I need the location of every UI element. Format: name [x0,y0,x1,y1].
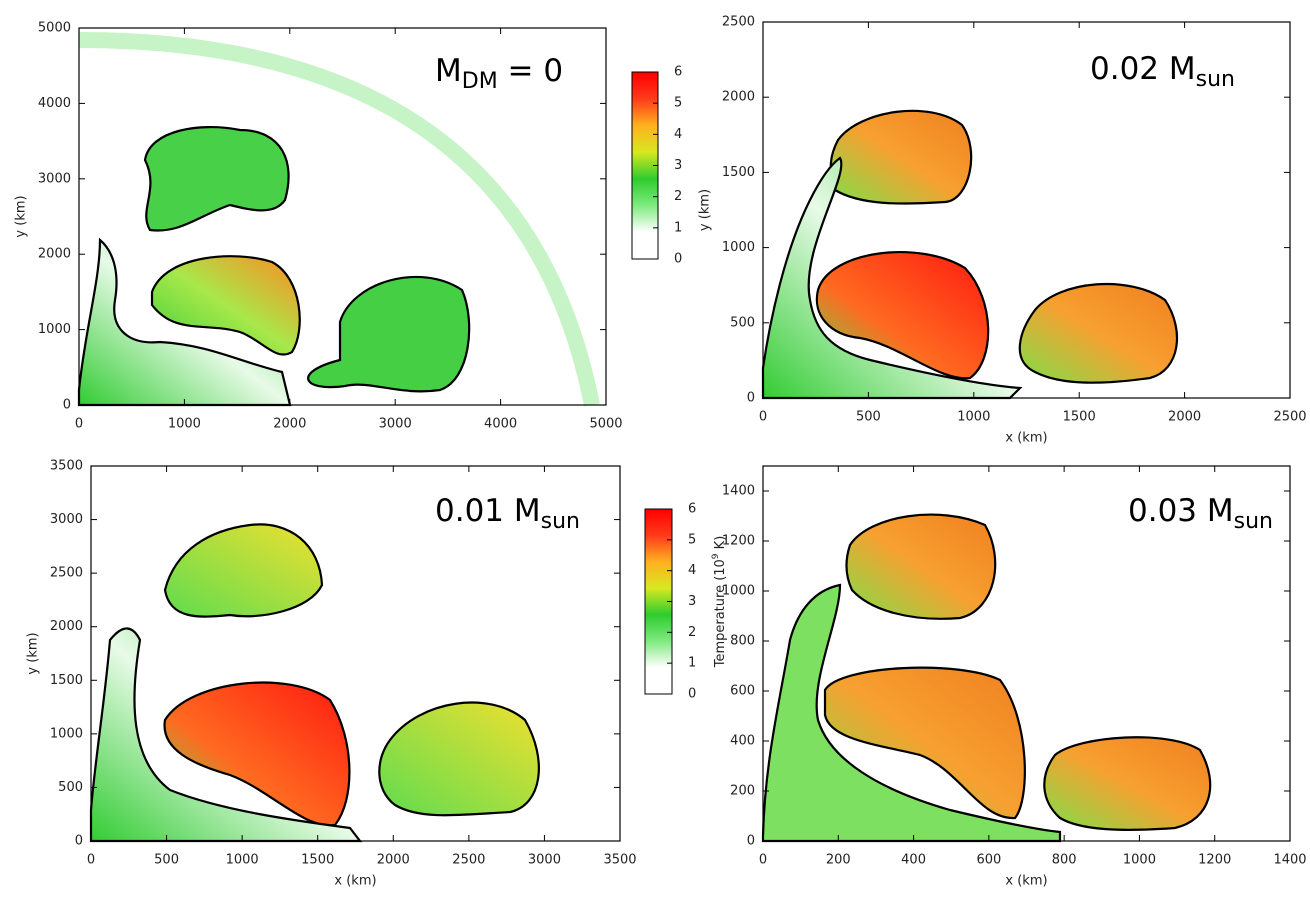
x-tick-label: 3000 [379,417,412,432]
y-tick-label: 0 [747,391,755,406]
y-tick-label: 1500 [722,165,755,180]
annotation-rest: = 0 [498,53,563,89]
y-tick-label: 3000 [38,171,71,186]
y-tick-label: 2500 [50,566,83,581]
y-tick-label: 1000 [50,726,83,741]
x-tick-label: 0 [759,853,767,868]
annotation-sub: sun [1234,509,1273,534]
annotation-main: 0.02 M [1090,51,1196,87]
x-tick-label: 1000 [226,853,259,868]
y-tick-label: 5000 [38,21,71,36]
y-tick-label: 2000 [722,90,755,105]
colorbar-label-rest: K) [713,536,728,554]
y-tick-label: 200 [730,784,755,799]
x-tick-label: 200 [826,853,851,868]
colorbar-tick-label: 5 [674,96,682,111]
colorbar-tick-label: 4 [688,563,696,578]
y-tick-label: 500 [730,315,755,330]
x-tick-label: 600 [976,853,1001,868]
x-tick-label: 1200 [1198,853,1231,868]
x-tick-label: 2000 [1168,410,1201,425]
y-tick-label: 3000 [50,512,83,527]
y-tick-label: 1000 [38,322,71,337]
x-tick-label: 0 [75,417,83,432]
x-tick-label: 800 [1052,853,1077,868]
x-tick-label: 1500 [301,853,334,868]
colorbar-label-sup: 9 [711,553,721,559]
x-tick-label: 0 [87,853,95,868]
y-axis-label: y (km) [14,195,29,237]
colorbar-tick-label: 1 [688,656,696,671]
y-tick-label: 1000 [722,240,755,255]
x-tick-label: 3000 [528,853,561,868]
colorbar-tick-label: 3 [688,594,696,609]
y-tick-label: 4000 [38,96,71,111]
x-tick-label: 1000 [168,417,201,432]
x-tick-label: 400 [901,853,926,868]
colorbar-label-text: Temperature (10 [713,559,728,668]
y-tick-label: 1400 [722,484,755,499]
colorbar-tick-label: 5 [688,532,696,547]
x-tick-label: 2000 [377,853,410,868]
y-tick-label: 800 [730,634,755,649]
x-axis-label: x (km) [334,874,376,889]
x-axis-label: x (km) [1005,431,1047,446]
y-tick-label: 2500 [722,15,755,30]
y-axis-label: y (km) [698,189,713,231]
colorbar-tick-label: 2 [674,189,682,204]
y-tick-label: 500 [58,780,83,795]
colorbar-tick-label: 6 [674,65,682,80]
colorbar-tick-label: 0 [674,252,682,267]
colorbar-tick-label: 4 [674,127,682,142]
annotation-sub: DM [462,69,498,94]
plot-frame [762,21,1291,399]
y-tick-label: 0 [747,834,755,849]
x-tick-label: 4000 [484,417,517,432]
plot-frame [90,465,621,842]
x-tick-label: 2500 [1273,410,1306,425]
x-tick-label: 2000 [273,417,306,432]
colorbar-tick-label: 1 [674,220,682,235]
colorbar-tick-label: 2 [688,625,696,640]
colorbar-tick-label: 6 [688,502,696,517]
x-tick-label: 1000 [1123,853,1156,868]
x-tick-label: 1500 [1063,410,1096,425]
field-decor [77,32,1212,843]
x-tick-label: 0 [759,410,767,425]
x-tick-label: 2500 [452,853,485,868]
x-tick-label: 1400 [1273,853,1306,868]
y-axis-label: y (km) [26,632,41,674]
annotation: 0.03 Msun [1128,493,1273,535]
annotation: MDM = 0 [435,53,563,95]
x-tick-label: 500 [154,853,179,868]
annotation-main: 0.01 M [435,493,541,529]
y-tick-label: 1000 [722,584,755,599]
y-tick-label: 0 [75,834,83,849]
annotation-main: M [435,53,462,89]
plot-frame [762,465,1291,842]
x-axis-label: x (km) [1005,874,1047,889]
annotation: 0.02 Msun [1090,51,1235,93]
annotation-sub: sun [541,509,580,534]
annotation-main: 0.03 M [1128,493,1234,529]
plot-frame [78,27,607,406]
y-tick-label: 600 [730,684,755,699]
y-tick-label: 1200 [722,534,755,549]
y-tick-label: 400 [730,734,755,749]
y-tick-label: 1500 [50,673,83,688]
colorbar-tick-label: 0 [688,687,696,702]
x-tick-label: 1000 [957,410,990,425]
y-tick-label: 0 [63,398,71,413]
y-tick-label: 2000 [38,247,71,262]
x-tick-label: 3500 [603,853,636,868]
colorbar-label: Temperature (109 K) [711,536,728,669]
annotation-sub: sun [1196,67,1235,92]
x-tick-label: 500 [856,410,881,425]
colorbar-tick-label: 3 [674,158,682,173]
y-tick-label: 3500 [50,459,83,474]
annotation: 0.01 Msun [435,493,580,535]
y-tick-label: 2000 [50,619,83,634]
x-tick-label: 5000 [589,417,622,432]
